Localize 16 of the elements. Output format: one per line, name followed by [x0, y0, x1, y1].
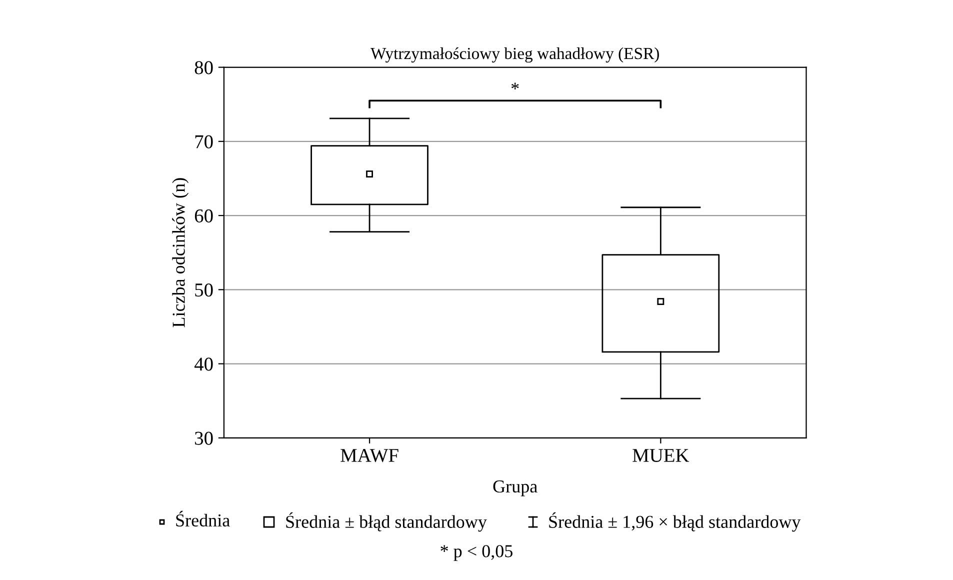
text: Średnia ± błąd standardowy [286, 512, 487, 532]
x-axis-title: Grupa [493, 480, 538, 496]
y-axis-title: Liczba odcinków (n) [172, 178, 189, 328]
x-tick-label: MAWF [340, 448, 398, 462]
annotation: * [511, 82, 519, 90]
y-tick-label: 40 [194, 358, 213, 371]
text: * p < 0,05 [440, 545, 512, 561]
chart-title: Wytrzymałościowy bieg wahadłowy (ESR) [370, 47, 659, 63]
y-tick-label: 70 [195, 135, 213, 148]
y-tick-label: 30 [195, 432, 213, 445]
y-tick-label: 80 [194, 61, 213, 74]
y-tick-label: 50 [195, 283, 213, 297]
y-tick-label: 60 [194, 209, 213, 222]
text: Średnia ± 1,96 × błąd standardowy [549, 512, 801, 532]
text: Średnia [176, 510, 230, 527]
x-tick-label: MUEK [632, 449, 690, 462]
